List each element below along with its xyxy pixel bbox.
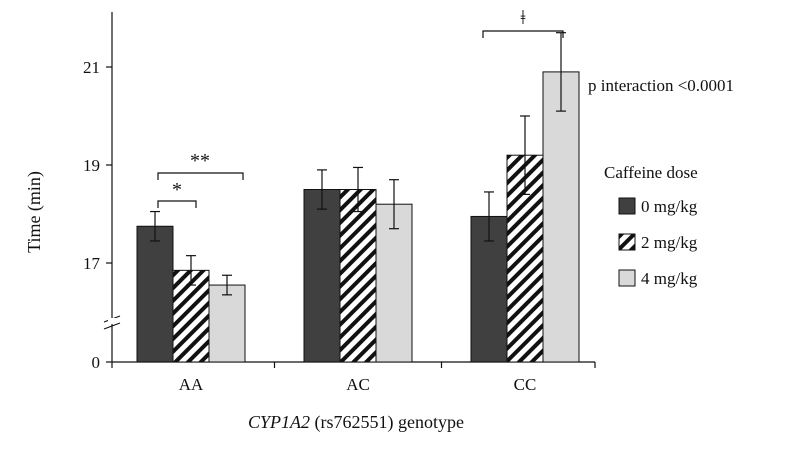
error-bar [317, 169, 327, 210]
y-tick-label: 17 [83, 254, 101, 273]
interaction-annotation: p interaction <0.0001 [588, 76, 734, 95]
y-axis-break [103, 315, 121, 330]
error-bar [556, 32, 566, 112]
bar-cc-2 [542, 71, 580, 363]
sig-double-label: ** [190, 150, 210, 172]
sig-bracket-single: * [157, 179, 197, 208]
error-bar [186, 255, 196, 286]
sig-bracket-double: ** [157, 150, 244, 180]
legend-label: 0 mg/kg [641, 197, 698, 216]
y-axis-title: Time (min) [24, 171, 45, 253]
y-tick-label: 21 [83, 58, 100, 77]
legend-label: 2 mg/kg [641, 233, 698, 252]
error-bar [353, 166, 363, 213]
sig-single-label: * [172, 179, 182, 201]
legend: Caffeine dose 0 mg/kg 2 mg/kg 4 mg/kg [604, 163, 698, 288]
bar-ac-2 [375, 203, 413, 363]
legend-swatch [618, 197, 636, 215]
y-tick-label: 19 [83, 156, 100, 175]
x-tick-label: CC [514, 375, 537, 394]
x-tick-label: AC [346, 375, 370, 394]
bar-aa-2 [208, 284, 246, 363]
error-bar [520, 115, 530, 195]
legend-title: Caffeine dose [604, 163, 698, 182]
legend-label: 4 mg/kg [641, 269, 698, 288]
error-bar [484, 191, 494, 242]
x-axis-title-rest: (rs762551) genotype [310, 412, 464, 433]
bar-aa-0 [136, 225, 174, 363]
sig-dagger-label: ǂ [521, 7, 526, 29]
error-bar [389, 179, 399, 230]
error-bar [222, 274, 232, 296]
bar-ac-1 [339, 189, 377, 363]
error-bar [150, 210, 160, 242]
y-tick-label: 0 [92, 353, 101, 372]
legend-swatch [618, 269, 636, 287]
x-tick-label: AA [179, 375, 204, 394]
sig-bracket-dagger: ǂ [482, 7, 564, 38]
x-axis-title: CYP1A2 (rs762551) genotype [248, 412, 464, 433]
legend-swatch [618, 233, 636, 251]
x-axis-title-gene: CYP1A2 [248, 412, 310, 432]
bar-ac-0 [303, 189, 341, 363]
